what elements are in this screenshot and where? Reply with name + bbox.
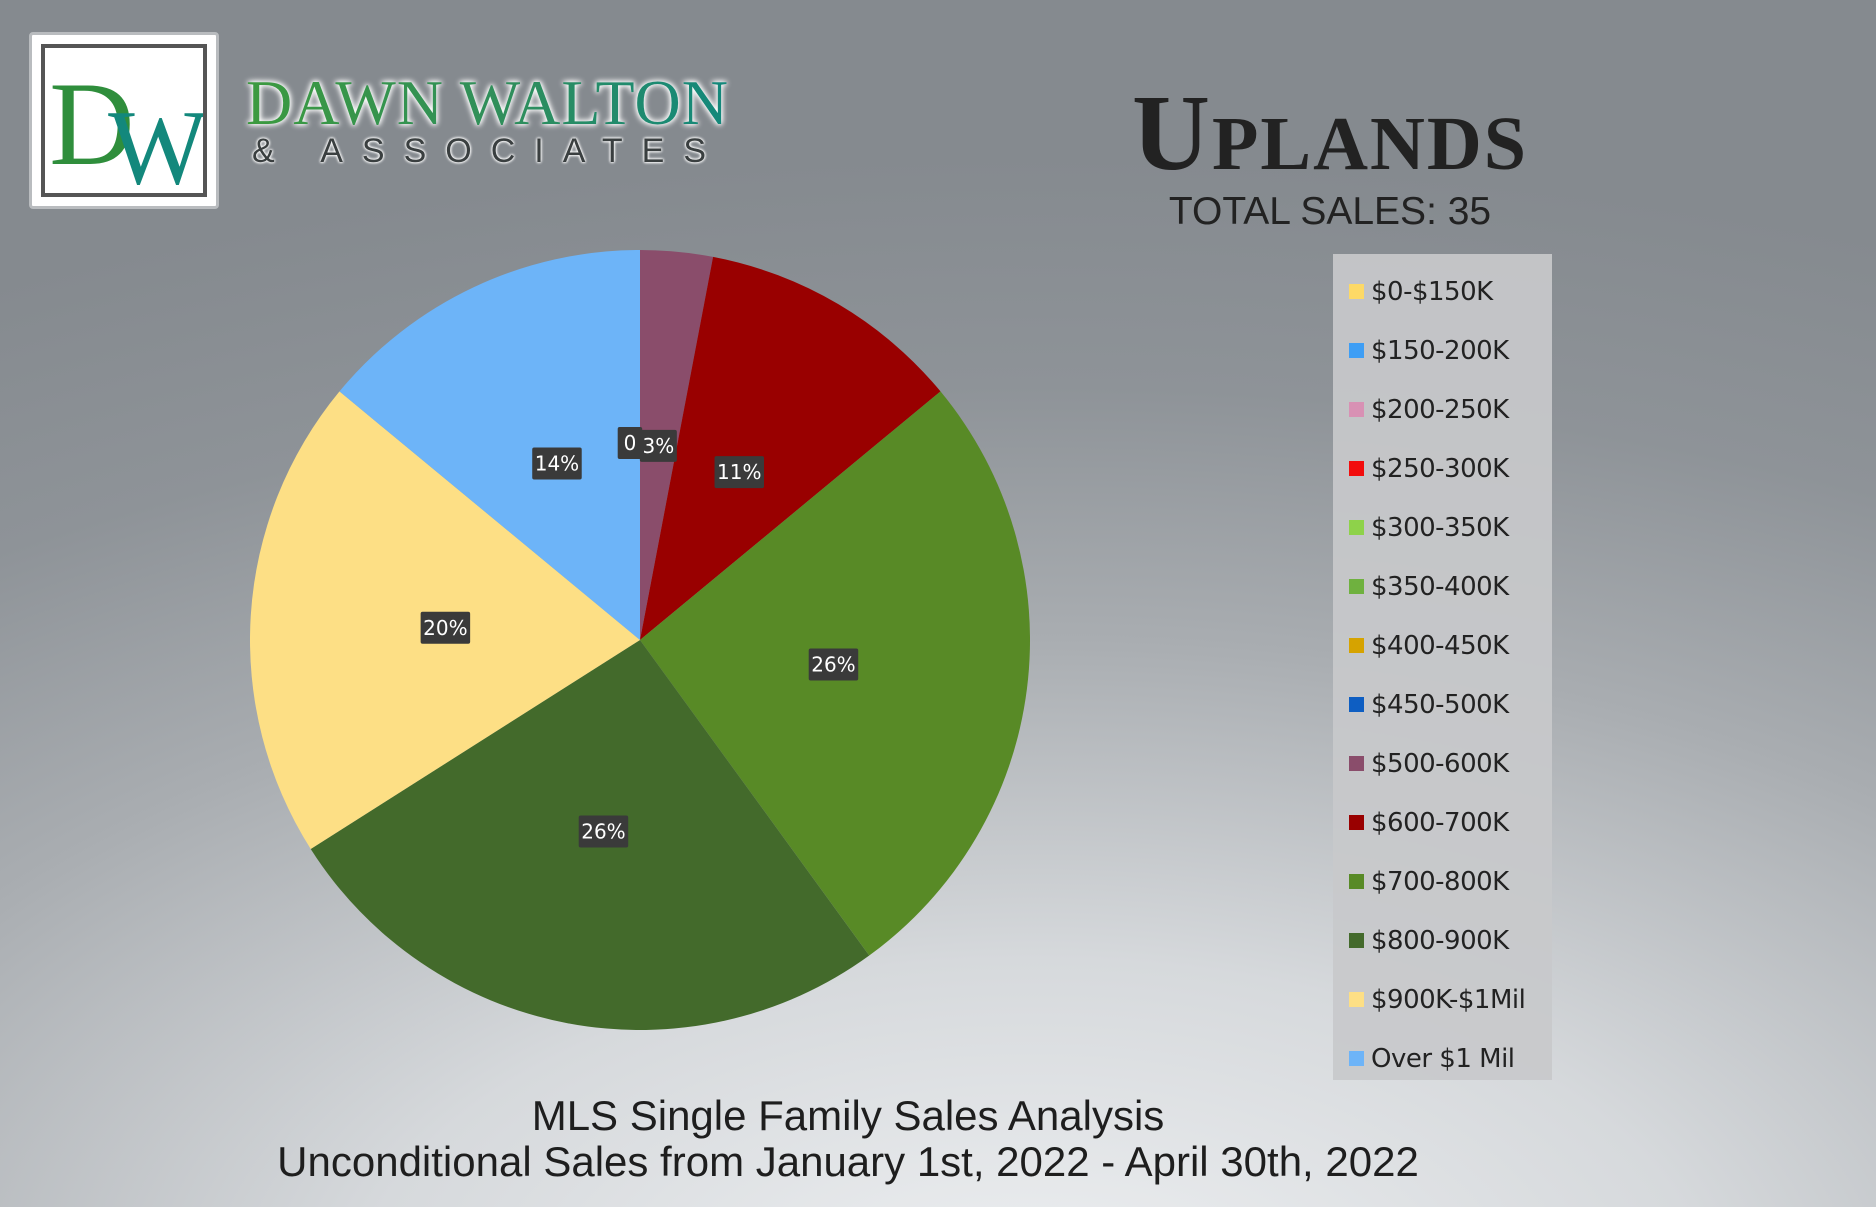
legend-label: Over $1 Mil <box>1371 1043 1515 1074</box>
legend-label: $300-350K <box>1371 512 1509 543</box>
data-label-3pct: 3% <box>639 429 677 462</box>
data-label-26pct: 26% <box>578 815 629 848</box>
legend-swatch <box>1349 933 1364 948</box>
legend-item: $400-450K <box>1333 616 1552 675</box>
total-sales: TOTAL SALES: 35 <box>1168 190 1492 233</box>
legend-label: $350-400K <box>1371 571 1509 602</box>
legend-label: $900K-$1Mil <box>1371 984 1526 1015</box>
pie-slice-600-700k <box>640 256 941 640</box>
legend-swatch <box>1349 461 1364 476</box>
legend-item: $0-$150K <box>1333 262 1552 321</box>
legend-label: $500-600K <box>1371 748 1509 779</box>
legend-label: $150-200K <box>1371 335 1509 366</box>
footer-line-2: Unconditional Sales from January 1st, 20… <box>277 1138 1419 1185</box>
legend-item: $900K-$1Mil <box>1333 970 1552 1029</box>
data-label-26pct-text: 26% <box>581 820 625 844</box>
legend-swatch <box>1349 992 1364 1007</box>
data-label-3pct-text: 3% <box>642 434 674 458</box>
legend-item: $700-800K <box>1333 852 1552 911</box>
data-label-zero-text: 0 <box>624 431 637 455</box>
chart-legend: $0-$150K $150-200K $200-250K $250-300K $300-… <box>1333 254 1552 1080</box>
legend-label: $400-450K <box>1371 630 1509 661</box>
legend-swatch <box>1349 520 1364 535</box>
legend-item: Over $1 Mil <box>1333 1029 1552 1088</box>
legend-label: $800-900K <box>1371 925 1509 956</box>
legend-swatch <box>1349 638 1364 653</box>
legend-swatch <box>1349 284 1364 299</box>
legend-label: $250-300K <box>1371 453 1509 484</box>
brand-name: DAWN WALTON <box>246 67 729 138</box>
legend-item: $250-300K <box>1333 439 1552 498</box>
legend-item: $800-900K <box>1333 911 1552 970</box>
legend-item: $300-350K <box>1333 498 1552 557</box>
data-label-26pct-text: 26% <box>811 652 855 676</box>
legend-label: $200-250K <box>1371 394 1509 425</box>
legend-label: $450-500K <box>1371 689 1509 720</box>
svg-text:W: W <box>108 88 203 193</box>
legend-swatch <box>1349 756 1364 771</box>
legend-item: $350-400K <box>1333 557 1552 616</box>
data-label-11pct: 11% <box>714 456 765 489</box>
pie-slices <box>250 250 1031 1030</box>
legend-item: $600-700K <box>1333 793 1552 852</box>
legend-swatch <box>1349 579 1364 594</box>
legend-label: $600-700K <box>1371 807 1509 838</box>
brand-subtitle: & ASSOCIATES <box>252 132 726 170</box>
legend-swatch <box>1349 874 1364 889</box>
data-label-14pct: 14% <box>532 447 582 480</box>
brand-logo: D W <box>29 32 219 209</box>
legend-swatch <box>1349 1051 1364 1066</box>
data-label-14pct-text: 14% <box>535 452 579 476</box>
legend-item: $450-500K <box>1333 675 1552 734</box>
pie-data-labels: 3% 11% 26% 26% 20% 14% 0 <box>420 427 859 848</box>
legend-label: $0-$150K <box>1371 276 1493 307</box>
legend-swatch <box>1349 343 1364 358</box>
legend-item: $150-200K <box>1333 321 1552 380</box>
data-label-26pct: 26% <box>808 648 859 681</box>
footer-line-1: MLS Single Family Sales Analysis <box>531 1092 1165 1139</box>
data-label-20pct-text: 20% <box>423 616 467 640</box>
legend-item: $200-250K <box>1333 380 1552 439</box>
pie-slice-over-1-mil <box>339 250 640 640</box>
data-label-zero: 0 <box>617 427 643 460</box>
data-label-20pct: 20% <box>420 611 471 644</box>
legend-swatch <box>1349 697 1364 712</box>
logo-monogram: D W <box>41 44 207 197</box>
svg-text:D: D <box>49 57 134 190</box>
legend-label: $700-800K <box>1371 866 1509 897</box>
legend-item: $500-600K <box>1333 734 1552 793</box>
legend-swatch <box>1349 402 1364 417</box>
chart-title: Uplands <box>1131 74 1529 193</box>
legend-swatch <box>1349 815 1364 830</box>
data-label-11pct-text: 11% <box>717 460 761 484</box>
